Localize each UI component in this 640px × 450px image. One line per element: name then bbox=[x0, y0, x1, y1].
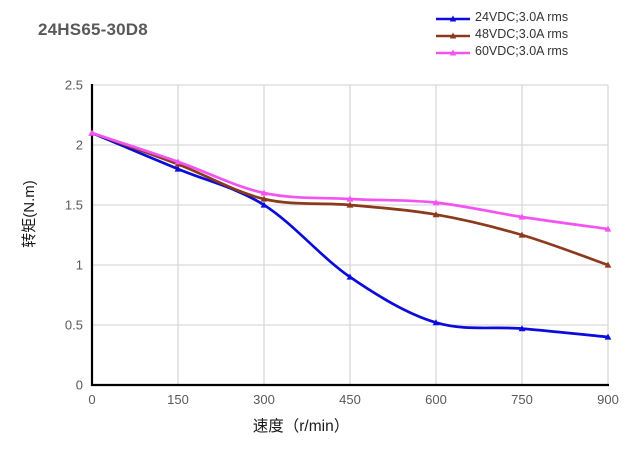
series-marker-24vdc bbox=[174, 165, 182, 172]
series-marker-24vdc bbox=[432, 319, 440, 326]
x-tick-label: 900 bbox=[597, 392, 619, 407]
series-marker-60vdc bbox=[260, 189, 268, 196]
series-marker-48vdc bbox=[432, 211, 440, 218]
x-tick-label: 150 bbox=[167, 392, 189, 407]
series-marker-24vdc bbox=[346, 273, 354, 280]
series-marker-60vdc bbox=[518, 213, 526, 220]
legend-line-marker-icon bbox=[436, 32, 470, 38]
legend: 24VDC;3.0A rms 48VDC;3.0A rms 60VDC;3.0A r… bbox=[436, 9, 568, 60]
x-tick-label: 750 bbox=[511, 392, 533, 407]
data-series bbox=[88, 129, 612, 340]
legend-item-60vdc: 60VDC;3.0A rms bbox=[436, 43, 568, 60]
x-axis-title: 速度（r/min） bbox=[253, 417, 349, 435]
y-tick-label: 0 bbox=[76, 378, 83, 393]
legend-label-60vdc: 60VDC;3.0A rms bbox=[475, 44, 569, 58]
series-marker-48vdc bbox=[518, 231, 526, 238]
legend-line-marker-icon bbox=[436, 15, 470, 21]
series-marker-60vdc bbox=[88, 129, 96, 136]
x-tick-label: 450 bbox=[339, 392, 361, 407]
legend-line-marker-icon bbox=[436, 49, 470, 55]
tick-labels: 0 0.5 1 1.5 2 2.5 0 150 300 450 600 750 900 bbox=[65, 78, 619, 408]
series-marker-48vdc bbox=[260, 195, 268, 202]
series-marker-48vdc bbox=[346, 201, 354, 208]
x-tick-label: 300 bbox=[253, 392, 275, 407]
chart-title: 24HS65-30D8 bbox=[38, 20, 148, 39]
series-marker-24vdc bbox=[260, 201, 268, 208]
series-marker-60vdc bbox=[604, 225, 612, 232]
y-tick-label: 1 bbox=[76, 258, 83, 273]
x-tick-label: 600 bbox=[425, 392, 447, 407]
legend-label-24vdc: 24VDC;3.0A rms bbox=[475, 10, 569, 24]
y-axis-title: 转矩(N.m) bbox=[21, 180, 38, 248]
y-tick-label: 0.5 bbox=[65, 318, 83, 333]
legend-item-48vdc: 48VDC;3.0A rms bbox=[436, 26, 568, 43]
series-marker-24vdc bbox=[604, 333, 612, 340]
legend-item-24vdc: 24VDC;3.0A rms bbox=[436, 9, 568, 26]
grid-lines bbox=[92, 84, 609, 385]
x-tick-label: 0 bbox=[88, 392, 95, 407]
series-marker-60vdc bbox=[432, 199, 440, 206]
series-marker-60vdc bbox=[346, 195, 354, 202]
y-tick-label: 1.5 bbox=[65, 198, 83, 213]
y-tick-label: 2 bbox=[76, 138, 83, 153]
series-marker-60vdc bbox=[174, 158, 182, 165]
legend-label-48vdc: 48VDC;3.0A rms bbox=[475, 27, 569, 41]
series-marker-48vdc bbox=[604, 261, 612, 268]
y-tick-label: 2.5 bbox=[65, 78, 83, 93]
series-marker-24vdc bbox=[518, 325, 526, 332]
